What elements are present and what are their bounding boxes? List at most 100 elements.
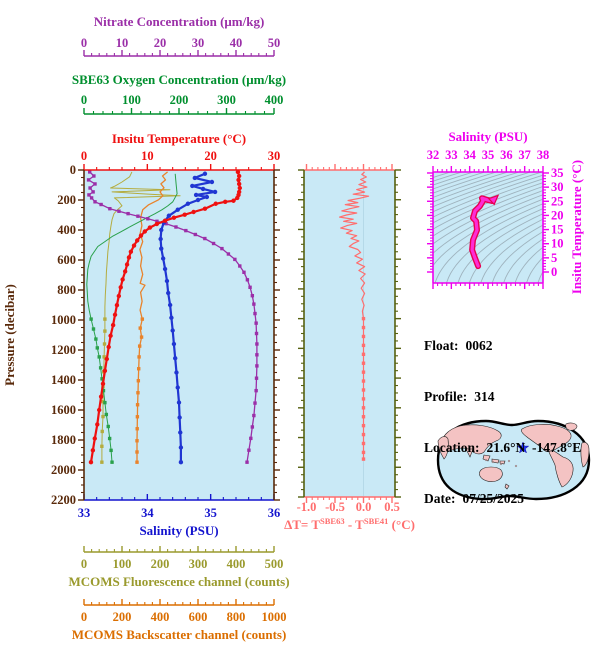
tick-label: 2200 bbox=[51, 493, 76, 507]
location-value: 21.6°N -147.8°E bbox=[486, 440, 582, 455]
map-landmasses bbox=[437, 422, 590, 490]
axis-title: Pressure (decibar) bbox=[2, 284, 17, 386]
world-map bbox=[436, 419, 591, 501]
axis-title: MCOMS Fluorescence channel (counts) bbox=[68, 574, 289, 589]
axis-title: Insitu Temperature (°C) bbox=[569, 160, 584, 294]
tick-label: 10 bbox=[141, 149, 154, 163]
tick-label: 800 bbox=[57, 283, 76, 297]
tick-label: 100 bbox=[122, 93, 141, 107]
tick-label: 40 bbox=[230, 36, 243, 50]
axis-ts-salinity-bottom bbox=[432, 282, 544, 289]
tick-label: 0.0 bbox=[356, 500, 372, 514]
tick-label: 1800 bbox=[51, 433, 76, 447]
axis-oxygen: 0 100 200 300 400 SBE63 Oxygen Concentration … bbox=[72, 72, 286, 115]
tick-label: 200 bbox=[170, 93, 189, 107]
tick-label: 33 bbox=[78, 506, 91, 520]
float-location-star-icon bbox=[516, 441, 530, 454]
tick-label: -1.0 bbox=[297, 500, 317, 514]
tick-label: 400 bbox=[265, 93, 284, 107]
tick-label: 200 bbox=[151, 557, 170, 571]
tick-label: 34 bbox=[463, 148, 476, 162]
tick-label: 2000 bbox=[51, 463, 76, 477]
tick-label: 1000 bbox=[262, 610, 287, 624]
tick-label: 100 bbox=[113, 557, 132, 571]
series-delta-t bbox=[339, 171, 370, 461]
profile-value: 314 bbox=[474, 389, 495, 404]
series-temperature bbox=[88, 169, 242, 465]
tick-label: 400 bbox=[57, 223, 76, 237]
axis-pressure-left: 0 200 400 600 800 1000 1200 1400 1600 1800 2000 220… bbox=[2, 163, 85, 507]
axis-temperature: 0 10 20 30 Insitu Temperature (°C) bbox=[81, 131, 281, 171]
tick-label: -0.5 bbox=[325, 500, 345, 514]
tick-label: 30 bbox=[551, 180, 564, 194]
axis-ts-salinity-top: 32 33 34 35 36 37 38 Salinity (PSU) bbox=[427, 129, 550, 173]
ts-profile-curve bbox=[469, 194, 500, 270]
float-info-block: Float: 0062 Profile: 314 Location: 21.6°N -… bbox=[424, 303, 581, 541]
axis-backscatter: 0 200 400 600 800 1000 MCOMS Backscatter chann… bbox=[72, 599, 287, 642]
axis-title: MCOMS Backscatter channel (counts) bbox=[72, 627, 287, 642]
tick-label: 5 bbox=[551, 251, 557, 265]
series-oxygen bbox=[86, 173, 178, 464]
tick-label: 200 bbox=[113, 610, 132, 624]
tick-label: 32 bbox=[427, 148, 440, 162]
tick-label: 0 bbox=[81, 93, 87, 107]
tick-label: 500 bbox=[265, 557, 284, 571]
tick-label: 36 bbox=[500, 148, 513, 162]
profile-row: Profile: 314 bbox=[424, 388, 581, 405]
profile-label: Profile: bbox=[424, 389, 468, 404]
tick-label: 0 bbox=[70, 163, 76, 177]
tick-label: 37 bbox=[518, 148, 531, 162]
tick-label: 0 bbox=[81, 610, 87, 624]
tick-label: 1600 bbox=[51, 403, 76, 417]
ts-isopycnal-contours bbox=[433, 172, 543, 283]
tick-label: 30 bbox=[192, 36, 205, 50]
tick-label: 33 bbox=[445, 148, 458, 162]
tick-label: 0 bbox=[81, 36, 87, 50]
main-plot-series bbox=[86, 169, 259, 465]
tick-label: 30 bbox=[268, 149, 281, 163]
tick-label: 38 bbox=[537, 148, 550, 162]
tick-label: 10 bbox=[116, 36, 129, 50]
tick-label: 20 bbox=[154, 36, 167, 50]
float-id-label: Float: bbox=[424, 338, 459, 353]
location-row: Location: 21.6°N -147.8°E bbox=[424, 439, 581, 456]
plot-backgrounds bbox=[84, 170, 543, 500]
tick-label: 50 bbox=[268, 36, 281, 50]
axis-delta-t-top bbox=[304, 164, 395, 171]
tick-label: 0.5 bbox=[384, 500, 400, 514]
float-id-value: 0062 bbox=[465, 338, 493, 353]
tick-label: 34 bbox=[141, 506, 154, 520]
tick-label: 1400 bbox=[51, 373, 76, 387]
tick-label: 300 bbox=[217, 93, 236, 107]
tick-label: 35 bbox=[482, 148, 495, 162]
tick-label: 1200 bbox=[51, 343, 76, 357]
tick-label: 300 bbox=[189, 557, 208, 571]
location-label: Location: bbox=[424, 440, 480, 455]
axis-pressure-right bbox=[273, 169, 280, 501]
axis-title: Salinity (PSU) bbox=[448, 129, 527, 144]
axis-salinity: 33 34 35 36 Salinity (PSU) bbox=[78, 494, 281, 538]
axis-title: Insitu Temperature (°C) bbox=[112, 131, 246, 146]
axis-title: ΔT= TSBE63 - TSBE41 (°C) bbox=[284, 516, 415, 532]
tick-label: 800 bbox=[227, 610, 246, 624]
series-backscatter bbox=[135, 171, 169, 464]
tick-label: 35 bbox=[551, 166, 564, 180]
tick-label: 0 bbox=[551, 265, 557, 279]
tick-label: 0 bbox=[81, 557, 87, 571]
axis-fluorescence: 0 100 200 300 400 500 MCOMS Fluorescence chann… bbox=[68, 546, 290, 589]
tick-label: 35 bbox=[204, 506, 217, 520]
axis-title: Nitrate Concentration (μm/kg) bbox=[94, 14, 265, 29]
series-nitrate bbox=[86, 170, 259, 464]
tick-label: 36 bbox=[268, 506, 281, 520]
date-row: Date: 07/25/2025 bbox=[424, 490, 581, 507]
axis-delta-t-bottom: -1.0 -0.5 0.0 0.5 ΔT= TSBE63 - TSBE41 (°C) bbox=[284, 496, 415, 532]
axis-delta-pressure-right bbox=[394, 169, 401, 498]
delta-t-plot bbox=[339, 171, 370, 496]
axis-ts-temp-left bbox=[427, 172, 434, 283]
tick-label: 600 bbox=[189, 610, 208, 624]
tick-label: 0 bbox=[81, 149, 87, 163]
